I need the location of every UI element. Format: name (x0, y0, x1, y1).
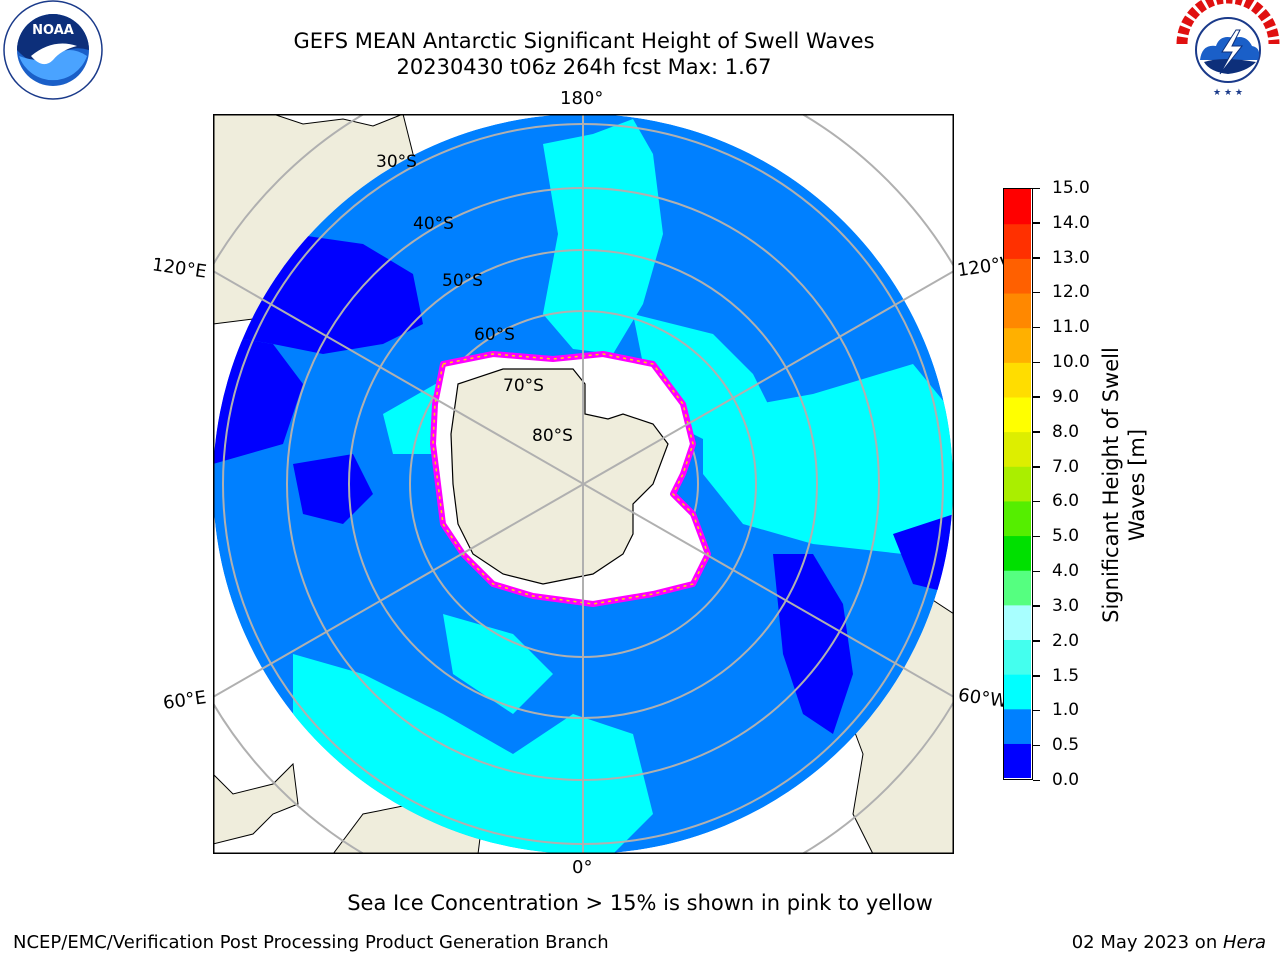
colorbar-tick-mark (1033, 466, 1040, 468)
colorbar (1003, 188, 1033, 780)
lat-label-30: 30°S (376, 152, 417, 172)
footer-credit: NCEP/EMC/Verification Post Processing Pr… (13, 932, 609, 953)
map-svg: 30°S 40°S 50°S 60°S 70°S 80°S (213, 114, 954, 854)
lon-label-60w: 60°W (956, 684, 1009, 713)
lon-label-180: 180° (560, 88, 604, 109)
colorbar-tick-mark (1033, 222, 1040, 224)
lat-label-80: 80°S (532, 426, 573, 446)
lat-label-40: 40°S (413, 214, 454, 234)
colorbar-label: Significant Height of Swell Waves [m] (1099, 347, 1149, 623)
colorbar-bin (1004, 570, 1031, 606)
colorbar-tick-label: 1.0 (1052, 700, 1080, 721)
colorbar-tick-label: 15.0 (1052, 178, 1090, 198)
lat-label-60: 60°S (474, 325, 515, 345)
colorbar-bin (1004, 466, 1031, 502)
colorbar-tick-label: 11.0 (1052, 317, 1090, 338)
colorbar-bin (1004, 708, 1031, 744)
colorbar-tick-label: 5.0 (1052, 526, 1080, 547)
lon-label-0: 0° (572, 857, 593, 878)
colorbar-tick-mark (1033, 709, 1040, 712)
swell-1.0-1.5 (293, 119, 953, 854)
chart-subtitle: 20230430 t06z 264h fcst Max: 1.67 (396, 55, 772, 79)
noaa-logo-text: NOAA (32, 23, 74, 38)
sea-ice-caption: Sea Ice Concentration > 15% is shown in … (347, 891, 933, 915)
colorbar-bin (1004, 431, 1031, 467)
colorbar-bins (1004, 189, 1031, 779)
lat-label-70: 70°S (503, 376, 544, 396)
colorbar-bin (1004, 189, 1031, 225)
colorbar-tick-mark (1033, 326, 1040, 329)
colorbar-tick-label: 0.0 (1052, 770, 1080, 790)
colorbar-tick-label: 9.0 (1052, 386, 1080, 407)
latitude-labels: 30°S 40°S 50°S 60°S 70°S 80°S (376, 152, 573, 446)
colorbar-bin (1004, 223, 1031, 259)
colorbar-tick-mark (1033, 675, 1040, 677)
colorbar-tick-label: 13.0 (1052, 247, 1090, 268)
colorbar-bin (1004, 362, 1031, 398)
svg-text:★ ★ ★: ★ ★ ★ (1213, 88, 1243, 98)
colorbar-bin (1004, 535, 1031, 571)
colorbar-tick-label: 7.0 (1052, 456, 1080, 477)
footer-date: 02 May 2023 on Hera (1072, 932, 1266, 953)
noaa-logo: NOAA (1, 0, 105, 100)
colorbar-bin (1004, 500, 1031, 537)
colorbar-bin (1004, 743, 1031, 779)
map-border (213, 114, 954, 854)
colorbar-bin (1004, 396, 1031, 433)
colorbar-tick-label: 6.0 (1052, 491, 1080, 512)
colorbar-tick-mark (1033, 744, 1040, 747)
colorbar-tick-label: 8.0 (1052, 421, 1080, 442)
colorbar-tick-label: 14.0 (1052, 212, 1090, 233)
colorbar-tick-label: 1.5 (1052, 665, 1080, 686)
colorbar-tick-mark (1033, 361, 1040, 364)
footer-machine: Hera (1222, 932, 1266, 953)
colorbar-tick-mark (1033, 291, 1040, 294)
colorbar-tick-mark (1033, 500, 1040, 503)
colorbar-bin (1004, 327, 1031, 363)
colorbar-tick-label: 2.0 (1052, 630, 1080, 651)
colorbar-tick-mark (1033, 570, 1040, 573)
colorbar-bin (1004, 292, 1031, 329)
colorbar-tick-mark (1033, 779, 1040, 781)
colorbar-tick-mark (1033, 187, 1040, 189)
colorbar-tick-label: 3.0 (1052, 595, 1080, 616)
lat-label-50: 50°S (442, 271, 483, 291)
chart-title: GEFS MEAN Antarctic Significant Height o… (293, 29, 875, 53)
nws-logo: ★ ★ ★ (1176, 0, 1280, 100)
colorbar-tick-mark (1033, 605, 1040, 607)
antarctica (430, 351, 711, 607)
colorbar-tick-mark (1033, 640, 1040, 642)
colorbar-tick-mark (1033, 431, 1040, 433)
colorbar-tick-mark (1033, 396, 1040, 398)
colorbar-tick-label: 10.0 (1052, 352, 1090, 373)
colorbar-tick-label: 0.5 (1052, 735, 1080, 756)
colorbar-bin (1004, 674, 1031, 710)
colorbar-bin (1004, 639, 1031, 675)
colorbar-tick-label: 4.0 (1052, 561, 1080, 582)
lon-label-120e: 120°E (150, 254, 208, 283)
colorbar-tick-mark (1033, 535, 1040, 538)
lon-label-60e: 60°E (161, 687, 208, 714)
polar-map: 30°S 40°S 50°S 60°S 70°S 80°S (213, 114, 954, 854)
meridian-gridlines (213, 114, 954, 854)
footer-date-text: 02 May 2023 on (1071, 932, 1223, 953)
colorbar-tick-label: 12.0 (1052, 282, 1090, 303)
colorbar-bin (1004, 604, 1031, 641)
colorbar-bin (1004, 258, 1031, 294)
colorbar-tick-mark (1033, 257, 1040, 259)
